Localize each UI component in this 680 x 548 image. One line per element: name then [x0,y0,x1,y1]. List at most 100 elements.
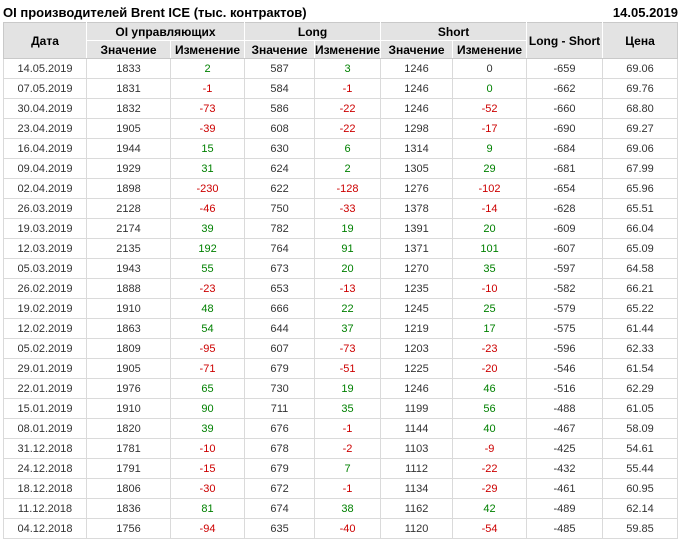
oi-value-cell: 2135 [86,238,171,259]
long-short-cell: -597 [526,258,604,279]
oi-value-cell: 1781 [86,438,171,459]
short-change-cell: -23 [452,338,528,359]
oi-change-cell: 15 [169,138,246,159]
price-cell: 65.96 [602,178,679,199]
long-value-cell: 635 [244,518,316,539]
short-value-cell: 1391 [380,218,454,239]
long-change-cell: 19 [314,378,382,399]
short-change-cell: -54 [452,518,528,539]
long-short-cell: -489 [526,498,604,519]
oi-change-cell: -95 [169,338,246,359]
date-cell: 12.03.2019 [3,238,87,259]
oi-change-cell: -1 [169,78,246,99]
short-value-cell: 1246 [380,78,454,99]
long-change-cell: 37 [314,318,382,339]
date-cell: 12.02.2019 [3,318,87,339]
date-cell: 14.05.2019 [3,58,87,79]
price-cell: 64.58 [602,258,679,279]
table-row: 16.04.2019 1944 15 630 6 1314 9 -684 69.06 [3,138,679,159]
long-change-cell: -1 [314,418,382,439]
short-value-cell: 1120 [380,518,454,539]
short-change-cell: -29 [452,478,528,499]
date-cell: 09.04.2019 [3,158,87,179]
long-value-cell: 679 [244,358,316,379]
long-value-cell: 607 [244,338,316,359]
long-value-cell: 782 [244,218,316,239]
long-value-cell: 584 [244,78,316,99]
long-short-cell: -628 [526,198,604,219]
short-change-cell: -9 [452,438,528,459]
date-cell: 05.02.2019 [3,338,87,359]
short-value-cell: 1314 [380,138,454,159]
date-cell: 15.01.2019 [3,398,87,419]
long-change-cell: -1 [314,78,382,99]
price-cell: 54.61 [602,438,679,459]
date-cell: 18.12.2018 [3,478,87,499]
oi-value-cell: 1863 [86,318,171,339]
table-row: 08.01.2019 1820 39 676 -1 1144 40 -467 58.09 [3,418,679,439]
long-short-cell: -659 [526,58,604,79]
page-title: OI производителей Brent ICE (тыс. контра… [3,4,307,20]
short-change-cell: 46 [452,378,528,399]
column-header-short-value: Значение [380,40,454,59]
price-cell: 59.85 [602,518,679,539]
oi-value-cell: 1929 [86,158,171,179]
long-short-cell: -684 [526,138,604,159]
short-change-cell: 29 [452,158,528,179]
table-row: 07.05.2019 1831 -1 584 -1 1246 0 -662 69.76 [3,78,679,99]
long-change-cell: -22 [314,98,382,119]
long-value-cell: 711 [244,398,316,419]
long-value-cell: 673 [244,258,316,279]
long-value-cell: 674 [244,498,316,519]
long-short-cell: -461 [526,478,604,499]
oi-report-table: Дата OI управляющих Long Short Long - Sh… [3,22,679,539]
table-row: 09.04.2019 1929 31 624 2 1305 29 -681 67.99 [3,158,679,179]
oi-change-cell: -230 [169,178,246,199]
short-change-cell: -102 [452,178,528,199]
long-short-cell: -662 [526,78,604,99]
column-group-oi: OI управляющих [85,22,246,41]
date-cell: 29.01.2019 [3,358,87,379]
short-change-cell: 9 [452,138,528,159]
short-change-cell: -10 [452,278,528,299]
column-group-long: Long [244,22,382,41]
column-header-long-value: Значение [244,40,316,59]
oi-value-cell: 1905 [86,118,171,139]
long-change-cell: 19 [314,218,382,239]
table-row: 23.04.2019 1905 -39 608 -22 1298 -17 -690 69.27 [3,118,679,139]
price-cell: 62.14 [602,498,679,519]
column-header-short-change: Изменение [452,40,528,59]
short-change-cell: 25 [452,298,528,319]
oi-value-cell: 1809 [86,338,171,359]
long-value-cell: 653 [244,278,316,299]
price-cell: 65.22 [602,298,679,319]
short-value-cell: 1235 [380,278,454,299]
price-cell: 69.06 [602,58,679,79]
long-value-cell: 730 [244,378,316,399]
oi-value-cell: 1756 [86,518,171,539]
long-value-cell: 679 [244,458,316,479]
date-cell: 31.12.2018 [3,438,87,459]
oi-change-cell: 55 [169,258,246,279]
table-row: 14.05.2019 1833 2 587 3 1246 0 -659 69.06 [3,58,679,79]
table-row: 19.03.2019 2174 39 782 19 1391 20 -609 66.04 [3,218,679,239]
date-cell: 26.03.2019 [3,198,87,219]
date-cell: 30.04.2019 [3,98,87,119]
long-change-cell: 38 [314,498,382,519]
oi-value-cell: 1905 [86,358,171,379]
column-header-oi-change: Изменение [169,40,246,59]
oi-value-cell: 1832 [86,98,171,119]
oi-value-cell: 1806 [86,478,171,499]
short-value-cell: 1298 [380,118,454,139]
price-cell: 60.95 [602,478,679,499]
price-cell: 55.44 [602,458,679,479]
short-change-cell: 17 [452,318,528,339]
short-change-cell: -52 [452,98,528,119]
table-row: 02.04.2019 1898 -230 622 -128 1276 -102 -654 65.… [3,178,679,199]
long-value-cell: 622 [244,178,316,199]
long-short-cell: -516 [526,378,604,399]
long-value-cell: 630 [244,138,316,159]
table-row: 05.02.2019 1809 -95 607 -73 1203 -23 -596 62.33 [3,338,679,359]
short-value-cell: 1112 [380,458,454,479]
long-short-cell: -579 [526,298,604,319]
